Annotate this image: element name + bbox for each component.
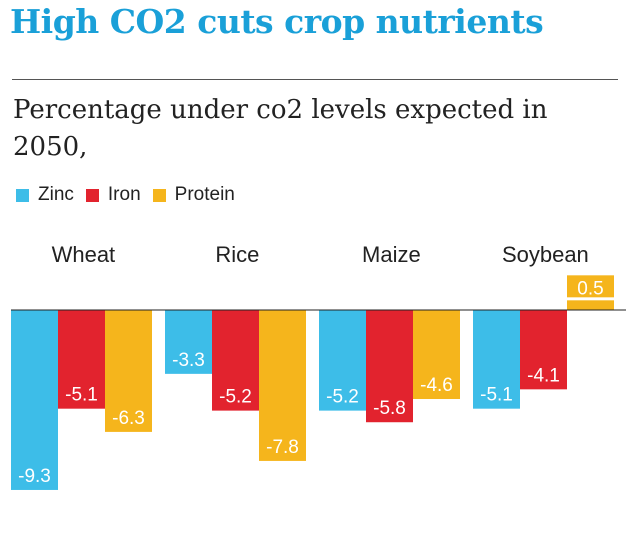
legend-label-zinc: Zinc — [38, 184, 74, 205]
data-label-iron-maize: -5.8 — [373, 398, 406, 419]
category-label-maize: Maize — [362, 242, 421, 267]
bar-iron-maize — [366, 310, 413, 423]
data-label-protein-wheat: -6.3 — [112, 408, 145, 429]
bar-protein-wheat — [105, 310, 152, 432]
legend-swatch-zinc — [16, 188, 29, 202]
legend-label-protein: Protein — [174, 184, 235, 205]
bar-protein-rice — [259, 310, 306, 461]
legend-item-iron: Iron — [85, 184, 141, 206]
bar-protein-soybean — [567, 300, 614, 310]
bar-zinc-wheat — [11, 310, 58, 490]
chart-subtitle: Percentage under co2 levels expected in … — [13, 95, 548, 162]
data-label-iron-rice: -5.2 — [219, 387, 252, 408]
chart-title: High CO2 cuts crop nutrients — [10, 2, 544, 41]
legend-item-protein: Protein — [152, 184, 235, 206]
data-label-zinc-maize: -5.2 — [326, 387, 359, 408]
data-label-iron-soybean: -4.1 — [527, 365, 560, 386]
bar-iron-wheat — [58, 310, 105, 409]
title-divider — [12, 79, 618, 80]
data-label-zinc-soybean: -5.1 — [480, 385, 513, 406]
category-label-rice: Rice — [215, 242, 259, 267]
data-label-protein-maize: -4.6 — [420, 375, 453, 396]
legend-label-iron: Iron — [107, 184, 141, 205]
data-label-zinc-wheat: -9.3 — [18, 466, 51, 487]
bar-iron-rice — [212, 310, 259, 411]
data-label-protein-soybean: 0.5 — [577, 278, 603, 299]
data-label-zinc-rice: -3.3 — [172, 350, 205, 371]
data-label-protein-rice: -7.8 — [266, 437, 299, 458]
legend-swatch-protein — [152, 188, 166, 202]
bar-protein-maize — [413, 310, 460, 400]
data-label-tab-protein-soybean — [567, 275, 614, 298]
bar-iron-soybean — [520, 310, 567, 390]
data-label-iron-wheat: -5.1 — [65, 385, 98, 406]
category-label-wheat: Wheat — [52, 242, 116, 267]
legend: Zinc Iron Protein — [16, 184, 237, 206]
bar-zinc-rice — [165, 310, 212, 374]
bar-zinc-maize — [319, 310, 366, 411]
legend-swatch-iron — [85, 188, 99, 202]
legend-item-zinc: Zinc — [16, 184, 74, 206]
category-label-soybean: Soybean — [502, 242, 589, 267]
bar-zinc-soybean — [473, 310, 520, 409]
